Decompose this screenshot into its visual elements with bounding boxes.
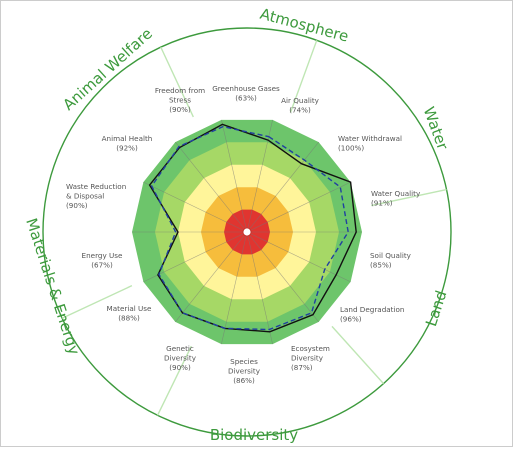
indicator-name: Greenhouse Gases [212,84,280,93]
indicator-name: Diversity [164,354,197,363]
indicator-value: (100%) [338,144,364,153]
indicator-name: Diversity [228,367,261,376]
indicator-name: Species [230,357,258,366]
indicator-name: Water Quality [371,189,421,198]
indicator-value: (90%) [169,105,191,114]
indicator-value: (74%) [289,106,311,115]
indicator-name: Land Degradation [340,305,404,314]
indicator-value: (92%) [116,144,138,153]
indicator-value: (85%) [370,261,392,270]
indicator-name: Ecosystem [291,344,330,353]
indicator-name: Stress [169,96,191,105]
indicator-name: Genetic [166,344,194,353]
indicator-value: (91%) [371,199,393,208]
indicator-name: Animal Health [102,134,153,143]
indicator-value: (87%) [291,363,313,372]
indicator-name: Energy Use [82,251,123,260]
indicator-name: Air Quality [281,96,320,105]
indicator-name: Material Use [107,304,152,313]
indicator-value: (90%) [169,363,191,372]
indicator-name: Freedom from [155,86,205,95]
indicator-value: (88%) [118,314,140,323]
indicator-name: Diversity [291,354,324,363]
indicator-name: & Disposal [66,192,104,201]
indicator-value: (90%) [66,201,88,210]
indicator-name: Soil Quality [370,251,412,260]
indicator-name: Waste Reduction [66,182,126,191]
indicator-value: (63%) [235,94,257,103]
indicator-value: (67%) [91,261,113,270]
indicator-value: (86%) [233,376,255,385]
indicator-value: (96%) [340,315,362,324]
indicator-name: Water Withdrawal [338,134,402,143]
center-dot [243,228,251,236]
category-label-4: Biodiversity [210,426,298,444]
